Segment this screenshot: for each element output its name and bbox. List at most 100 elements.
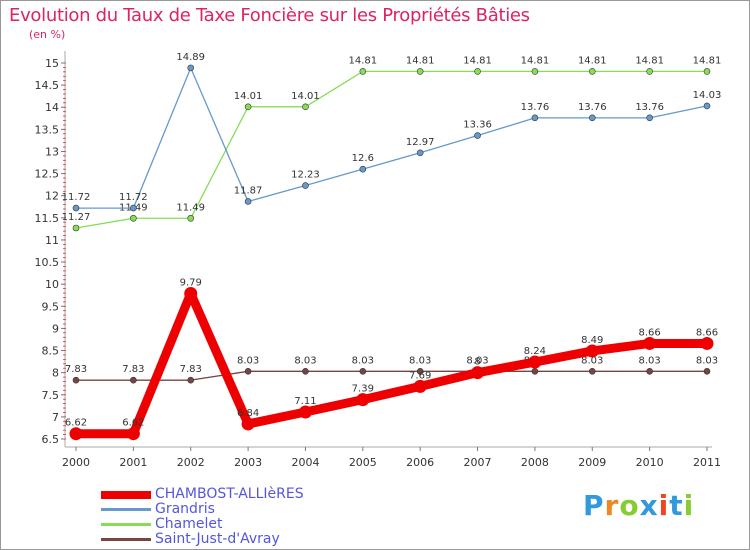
- y-tick-label: 10.5: [35, 256, 60, 269]
- data-point-grandris: [531, 114, 539, 122]
- x-tick-label: 2011: [693, 456, 721, 469]
- y-tick-label: 9.5: [42, 300, 60, 313]
- y-tick-label: 14: [45, 101, 59, 114]
- data-point-chamelet: [703, 68, 711, 75]
- legend-label-saint-just: Saint-Just-d'Avray: [155, 531, 280, 547]
- x-tick-label: 2010: [636, 456, 664, 469]
- data-label-grandris: 11.72: [62, 192, 91, 203]
- data-point-saint-just-d-avray: [646, 368, 653, 375]
- data-label-saint-just-d-avray: 8.03: [639, 355, 661, 366]
- series-line-chambost-alli-res: [71, 288, 712, 439]
- x-tick-label: 2008: [521, 456, 549, 469]
- logo-letter: t: [669, 489, 684, 522]
- series-line-chamelet: [75, 70, 708, 229]
- data-label-grandris: 13.76: [578, 102, 607, 113]
- y-tick-label: 13: [45, 145, 59, 158]
- data-label-chambost-alli-res: 7.69: [409, 370, 431, 381]
- data-point-grandris: [416, 149, 424, 157]
- data-label-saint-just-d-avray: 8.03: [237, 355, 259, 366]
- data-point-saint-just-d-avray: [302, 368, 309, 375]
- data-point-chamelet: [72, 224, 80, 232]
- data-point-grandris: [588, 114, 596, 122]
- y-tick-label: 14.5: [35, 79, 60, 92]
- logo-letter: i: [683, 489, 695, 522]
- data-point-saint-just-d-avray: [244, 368, 252, 375]
- data-point-chamelet: [646, 68, 653, 75]
- x-tick-label: 2009: [578, 456, 606, 469]
- logo-letter: r: [604, 489, 620, 522]
- x-tick-label: 2006: [406, 456, 434, 469]
- data-label-chambost-alli-res: 8.49: [581, 335, 603, 346]
- data-point-saint-just-d-avray: [531, 368, 539, 375]
- data-label-grandris: 12.23: [291, 170, 320, 181]
- data-label-chambost-alli-res: 6.84: [237, 408, 259, 419]
- y-axis-unit: (en %): [29, 28, 66, 41]
- data-label-chamelet: 14.01: [234, 91, 263, 102]
- data-label-chambost-alli-res: 8.66: [639, 327, 661, 338]
- data-point-grandris: [130, 204, 137, 212]
- proxiti-logo: Proxiti: [583, 489, 694, 522]
- logo-letter: P: [583, 489, 605, 522]
- y-tick-label: 11.5: [35, 212, 60, 225]
- data-label-saint-just-d-avray: 7.83: [180, 364, 202, 375]
- x-tick-label: 2000: [62, 456, 90, 469]
- data-point-chambost-alli-res: [700, 336, 714, 350]
- legend-label-grandris: Grandris: [155, 501, 215, 517]
- series-line-saint-just-d-avray: [75, 370, 708, 381]
- data-point-chambost-alli-res: [298, 405, 312, 419]
- data-point-grandris: [302, 182, 309, 189]
- series-line-grandris: [75, 67, 708, 209]
- data-label-chamelet: 11.49: [176, 202, 205, 213]
- y-tick-label: 10: [45, 278, 59, 291]
- data-point-grandris: [244, 198, 252, 205]
- data-point-saint-just-d-avray: [588, 368, 596, 375]
- data-label-chambost-alli-res: 6.62: [65, 418, 87, 429]
- data-point-grandris: [359, 165, 367, 173]
- data-label-chamelet: 14.81: [348, 55, 377, 66]
- y-tick-label: 11: [45, 234, 59, 247]
- data-label-chamelet: 14.01: [291, 91, 320, 102]
- data-label-chamelet: 14.81: [406, 55, 435, 66]
- data-point-chamelet: [130, 214, 137, 222]
- y-tick-label: 15: [45, 57, 59, 70]
- data-point-chambost-alli-res: [241, 417, 255, 431]
- data-label-saint-just-d-avray: 8.03: [696, 355, 718, 366]
- data-label-chambost-alli-res: 8.66: [696, 327, 718, 338]
- data-point-chambost-alli-res: [643, 336, 657, 350]
- data-point-saint-just-d-avray: [703, 368, 711, 375]
- data-point-chamelet: [187, 214, 195, 222]
- data-point-grandris: [187, 64, 195, 72]
- data-point-chambost-alli-res: [126, 427, 140, 441]
- data-label-grandris: 12.97: [406, 137, 435, 148]
- data-label-chambost-alli-res: 8.24: [524, 346, 546, 357]
- y-tick-label: 8: [52, 367, 59, 380]
- data-point-saint-just-d-avray: [187, 376, 195, 384]
- legend-label-chambost: CHAMBOST-ALLIèRES: [155, 486, 304, 502]
- logo-letter: o: [619, 489, 640, 522]
- data-label-saint-just-d-avray: 7.83: [122, 364, 144, 375]
- legend-swatch-chamelet: [101, 523, 151, 526]
- logo-letter: i: [658, 489, 670, 522]
- data-point-chamelet: [244, 103, 252, 111]
- legend-swatch-saint-just: [101, 538, 151, 541]
- data-point-chambost-alli-res: [184, 286, 198, 300]
- data-point-chamelet: [474, 68, 481, 75]
- data-point-chambost-alli-res: [356, 393, 370, 407]
- data-point-chambost-alli-res: [413, 379, 427, 393]
- data-label-chamelet: 11.27: [62, 212, 91, 223]
- data-point-chamelet: [416, 68, 424, 75]
- data-label-chambost-alli-res: 9.79: [180, 277, 202, 288]
- data-label-saint-just-d-avray: 8.03: [409, 355, 431, 366]
- y-tick-label: 13.5: [35, 123, 60, 136]
- data-point-saint-just-d-avray: [359, 368, 367, 375]
- x-tick-label: 2003: [234, 456, 262, 469]
- y-tick-label: 9: [52, 322, 59, 335]
- data-label-chambost-alli-res: 7.39: [352, 384, 374, 395]
- data-point-grandris: [72, 204, 80, 212]
- data-point-chamelet: [588, 68, 596, 75]
- data-label-chambost-alli-res: 7.11: [294, 396, 316, 407]
- data-label-chambost-alli-res: 6.62: [122, 418, 144, 429]
- data-point-saint-just-d-avray: [130, 376, 137, 384]
